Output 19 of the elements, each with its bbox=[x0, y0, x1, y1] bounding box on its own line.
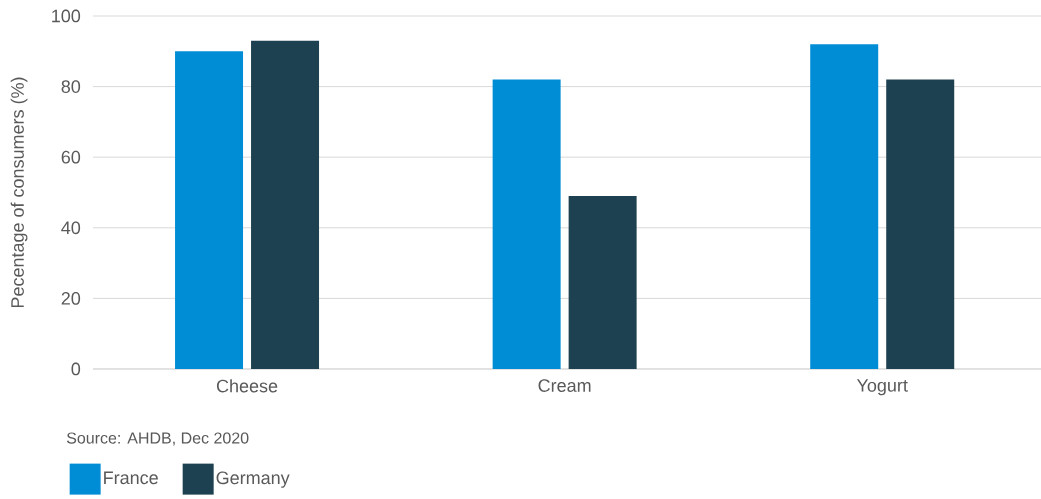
bar bbox=[175, 51, 244, 369]
x-tick-label: Cheese bbox=[216, 379, 278, 393]
y-tick-label: 100 bbox=[52, 9, 81, 23]
bar bbox=[886, 79, 955, 369]
y-tick-label: 80 bbox=[61, 80, 81, 93]
x-tick-label: Cream bbox=[538, 379, 591, 392]
bar bbox=[810, 44, 879, 369]
legend-label: Germany bbox=[216, 471, 290, 488]
y-tick-label: 20 bbox=[61, 292, 81, 305]
x-tick-label: Yogurt bbox=[856, 379, 908, 396]
bar bbox=[492, 79, 561, 369]
y-tick-label: 0 bbox=[71, 362, 81, 376]
bar bbox=[568, 196, 637, 369]
y-axis-title: Pecentage of consumers (%) bbox=[10, 77, 28, 308]
y-tick-label: 40 bbox=[61, 221, 81, 235]
legend-label: France bbox=[104, 471, 158, 485]
source-note: Source: AHDB, Dec 2020 bbox=[66, 432, 249, 446]
y-tick-label: 60 bbox=[61, 150, 81, 164]
bar bbox=[251, 40, 320, 369]
